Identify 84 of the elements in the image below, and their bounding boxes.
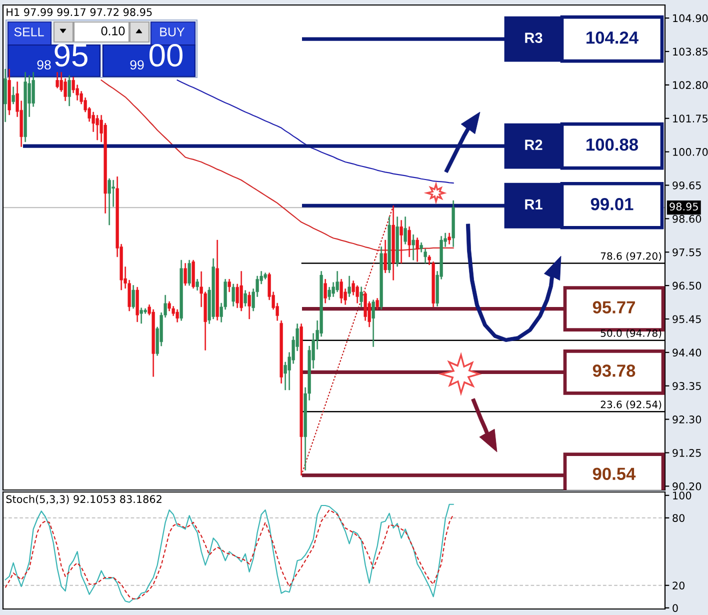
candlestick bbox=[24, 72, 27, 142]
candlestick bbox=[380, 246, 383, 310]
candlestick bbox=[280, 320, 283, 384]
y-tick-label: 104.90 bbox=[673, 14, 708, 22]
candlestick bbox=[232, 284, 235, 306]
candlestick bbox=[360, 286, 363, 308]
y-tick-label: 99.65 bbox=[672, 181, 701, 190]
y-tick-label: 20 bbox=[672, 582, 685, 590]
ref-line-label: 90.54 bbox=[592, 468, 636, 480]
candlestick bbox=[132, 285, 135, 309]
y-tick-label: 91.25 bbox=[672, 448, 701, 457]
annotation: 98 bbox=[37, 60, 51, 70]
annotation: BUY bbox=[160, 28, 185, 36]
ref-line-label: 23.6 (92.54) bbox=[600, 400, 662, 410]
y-tick-label: 102.80 bbox=[673, 81, 708, 90]
annotation: SELL bbox=[14, 28, 44, 36]
candlestick bbox=[188, 260, 191, 286]
ref-line-label: 93.78 bbox=[592, 364, 636, 377]
y-tick-label: 98.60 bbox=[672, 214, 702, 223]
candlestick bbox=[184, 263, 187, 286]
ref-line-label: 78.6 (97.20) bbox=[600, 252, 662, 261]
candlestick bbox=[108, 178, 111, 226]
candlestick bbox=[240, 271, 243, 312]
candlestick bbox=[140, 308, 143, 324]
ref-line-label: 99.01 bbox=[590, 198, 634, 210]
candlestick bbox=[400, 220, 403, 264]
candlestick bbox=[404, 216, 407, 244]
candlestick bbox=[4, 68, 7, 122]
y-tick-label: 80 bbox=[672, 514, 685, 522]
candlestick bbox=[324, 279, 327, 304]
candlestick bbox=[348, 276, 351, 297]
text: R1 bbox=[525, 199, 542, 210]
candlestick bbox=[176, 309, 179, 322]
text: R2 bbox=[525, 140, 542, 150]
candlestick bbox=[340, 279, 343, 304]
ref-line-label: 104.24 bbox=[586, 31, 638, 44]
y-tick-label: 103.85 bbox=[673, 48, 708, 56]
candlestick bbox=[56, 72, 59, 88]
candlestick bbox=[180, 260, 183, 321]
chart-title: Stoch(5,3,3) 92.1053 83.1862 bbox=[6, 495, 162, 504]
annotation: 99 bbox=[130, 60, 144, 70]
chart-title: H1 97.99 99.17 97.72 98.95 bbox=[6, 8, 152, 16]
candlestick bbox=[8, 68, 11, 116]
y-tick-label: 97.55 bbox=[672, 248, 701, 256]
candlestick bbox=[396, 216, 399, 267]
y-tick-label: 90.20 bbox=[672, 482, 702, 490]
candlestick bbox=[384, 240, 387, 273]
y-tick-label: 95.45 bbox=[672, 315, 701, 324]
annotation: 95 bbox=[54, 44, 88, 67]
candlestick bbox=[392, 205, 395, 280]
ref-line-label: 95.77 bbox=[592, 301, 635, 314]
candlestick bbox=[448, 232, 451, 244]
candlestick bbox=[196, 279, 199, 290]
candlestick bbox=[452, 200, 455, 247]
candlestick bbox=[408, 226, 411, 258]
text: R3 bbox=[525, 32, 542, 44]
y-tick-label: 96.50 bbox=[672, 282, 702, 290]
candlestick bbox=[136, 287, 139, 322]
candlestick bbox=[248, 292, 251, 320]
y-tick-label: 100 bbox=[673, 492, 692, 500]
y-tick-label: 101.75 bbox=[673, 114, 708, 122]
y-tick-label: 94.40 bbox=[672, 348, 702, 357]
candlestick bbox=[412, 234, 415, 260]
candlestick bbox=[376, 298, 379, 310]
candlestick bbox=[416, 238, 419, 262]
candlestick bbox=[216, 240, 219, 320]
candlestick bbox=[96, 115, 99, 140]
candlestick bbox=[12, 86, 15, 104]
candlestick bbox=[388, 216, 391, 273]
candlestick bbox=[228, 279, 231, 292]
annotation: 0.10 bbox=[101, 26, 125, 36]
ref-line-label: 50.0 (94.78) bbox=[600, 329, 662, 338]
ref-line-label: 100.88 bbox=[586, 138, 638, 151]
annotation: 00 bbox=[149, 44, 183, 67]
y-tick-label: 100.70 bbox=[673, 148, 708, 156]
y-tick-label: 92.30 bbox=[672, 416, 702, 424]
candlestick bbox=[192, 260, 195, 289]
ref-line-label: 98.95 bbox=[670, 202, 698, 211]
candlestick bbox=[244, 290, 247, 306]
y-tick-label: 0 bbox=[672, 604, 678, 612]
y-tick-label: 93.35 bbox=[672, 382, 701, 390]
candlestick bbox=[372, 300, 375, 347]
candlestick bbox=[68, 75, 71, 106]
candlestick bbox=[300, 324, 303, 476]
